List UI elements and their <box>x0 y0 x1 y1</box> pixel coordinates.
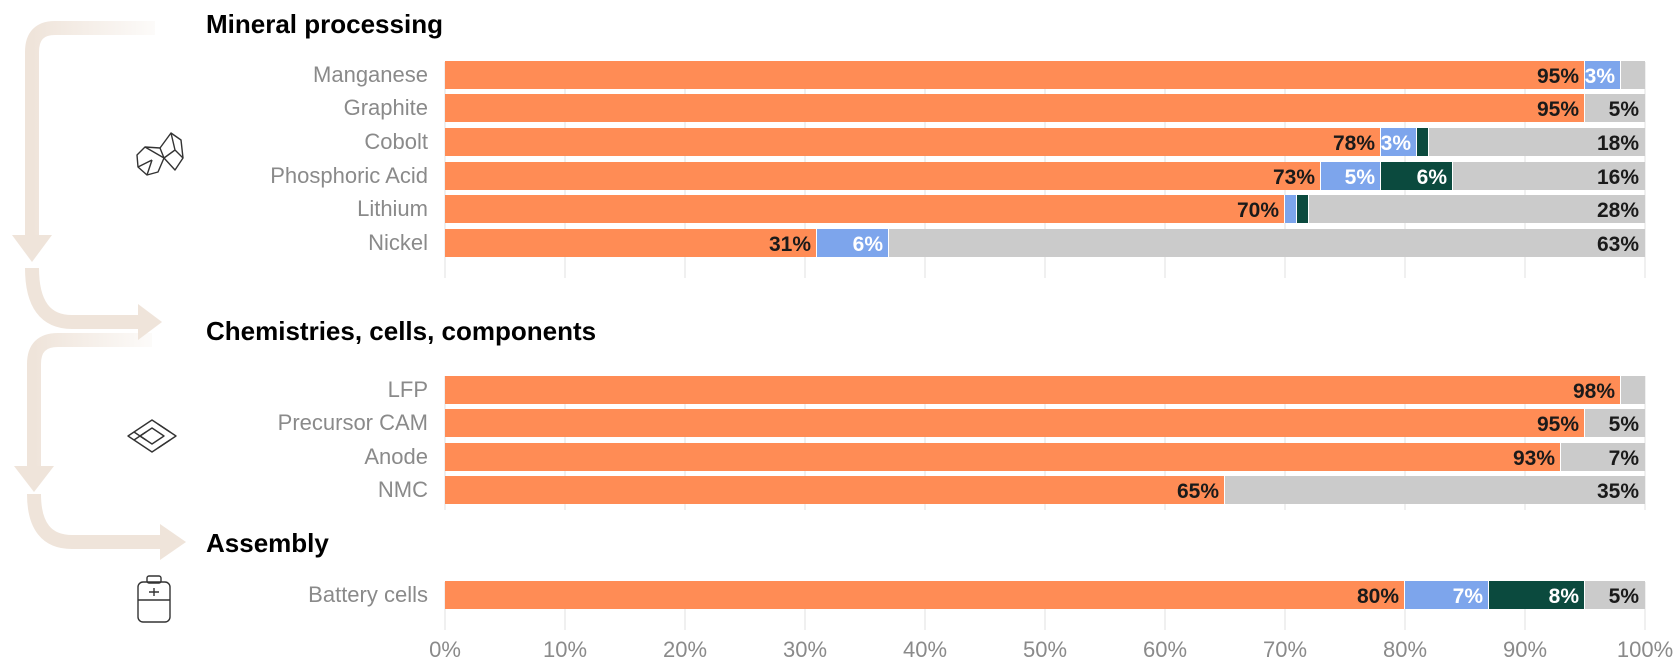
x-tick-label: 50% <box>1023 637 1067 662</box>
data-label: 5% <box>1609 585 1640 608</box>
bar-segment-lfp <box>445 376 1621 404</box>
bar-segment-cobolt <box>1381 128 1417 156</box>
x-tick-label: 0% <box>429 637 461 662</box>
data-label: 95% <box>1537 98 1579 121</box>
data-label: 18% <box>1597 132 1639 155</box>
x-tick-label: 60% <box>1143 637 1187 662</box>
data-label: 65% <box>1177 480 1219 503</box>
category-label: Anode <box>364 444 428 469</box>
bar-segment-nickel <box>889 229 1645 257</box>
bar-segment-lithium <box>445 195 1285 223</box>
bar-segment-phosphoric-acid <box>1453 162 1645 190</box>
category-label: Lithium <box>357 196 428 221</box>
data-label: 95% <box>1537 413 1579 436</box>
x-tick-label: 10% <box>543 637 587 662</box>
bar-segment-precursor-cam <box>445 409 1585 437</box>
bar-segment-nickel <box>817 229 889 257</box>
bar-segment-battery-cells <box>1405 581 1489 609</box>
category-label: Cobolt <box>364 129 428 154</box>
data-label: 6% <box>853 233 884 256</box>
flow-arrows <box>12 21 186 560</box>
bar-segment-manganese <box>1585 61 1621 89</box>
bar-segment-nickel <box>445 229 817 257</box>
section-title: Assembly <box>206 528 329 558</box>
bar-segment-cobolt <box>1417 128 1429 156</box>
category-label: Nickel <box>368 230 428 255</box>
bar-segment-nmc <box>1225 476 1645 504</box>
data-label: 5% <box>1609 413 1640 436</box>
bar-segment-manganese <box>445 61 1585 89</box>
data-label: 16% <box>1597 166 1639 189</box>
data-label: 73% <box>1273 166 1315 189</box>
bar-segment-cobolt <box>445 128 1381 156</box>
bar-segment-lithium <box>1297 195 1309 223</box>
x-tick-label: 90% <box>1503 637 1547 662</box>
data-label: 8% <box>1549 585 1580 608</box>
bar-segment-precursor-cam <box>1585 409 1645 437</box>
data-label: 31% <box>769 233 811 256</box>
bar-segment-battery-cells <box>1585 581 1645 609</box>
x-tick-label: 100% <box>1617 637 1673 662</box>
data-label: 3% <box>1381 132 1412 155</box>
bar-segment-phosphoric-acid <box>1381 162 1453 190</box>
x-tick-label: 70% <box>1263 637 1307 662</box>
bar-segment-phosphoric-acid <box>1321 162 1381 190</box>
data-label: 70% <box>1237 199 1279 222</box>
bar-segment-cobolt <box>1429 128 1645 156</box>
bar-segment-anode <box>1561 443 1645 471</box>
mineral-rock-icon <box>136 132 184 176</box>
data-label: 3% <box>1585 65 1616 88</box>
bar-segment-battery-cells <box>1489 581 1585 609</box>
x-tick-label: 30% <box>783 637 827 662</box>
data-label: 5% <box>1345 166 1376 189</box>
x-tick-label: 20% <box>663 637 707 662</box>
data-label: 95% <box>1537 65 1579 88</box>
plot-area: Mineral processing Manganese 95% 3% Graphite… <box>206 9 1673 662</box>
bar-segment-graphite <box>445 94 1585 122</box>
category-label: LFP <box>388 377 428 402</box>
category-label: Manganese <box>313 62 428 87</box>
data-label: 6% <box>1417 166 1448 189</box>
data-label: 5% <box>1609 98 1640 121</box>
data-label: 35% <box>1597 480 1639 503</box>
x-tick-label: 80% <box>1383 637 1427 662</box>
data-label: 63% <box>1597 233 1639 256</box>
data-label: 78% <box>1333 132 1375 155</box>
data-label: 7% <box>1609 447 1640 470</box>
bar-segment-lithium <box>1309 195 1645 223</box>
bar-segment-anode <box>445 443 1561 471</box>
data-label: 98% <box>1573 380 1615 403</box>
category-label: Phosphoric Acid <box>270 163 428 188</box>
bar-segment-graphite <box>1585 94 1645 122</box>
bar-segment-lfp <box>1621 376 1645 404</box>
x-tick-label: 40% <box>903 637 947 662</box>
bar-segment-nmc <box>445 476 1225 504</box>
bar-segment-battery-cells <box>445 581 1405 609</box>
data-label: 80% <box>1357 585 1399 608</box>
category-label: Graphite <box>344 95 428 120</box>
category-label: NMC <box>378 477 428 502</box>
data-label: 28% <box>1597 199 1639 222</box>
chip-icon <box>127 419 177 453</box>
category-label: Precursor CAM <box>278 410 428 435</box>
data-label: 93% <box>1513 447 1555 470</box>
data-label: 7% <box>1453 585 1484 608</box>
section-title: Mineral processing <box>206 9 443 39</box>
section-title: Chemistries, cells, components <box>206 316 596 346</box>
bar-segment-phosphoric-acid <box>445 162 1321 190</box>
battery-icon <box>137 575 171 623</box>
bar-segment-lithium <box>1285 195 1297 223</box>
bar-segment-manganese <box>1621 61 1645 89</box>
category-label: Battery cells <box>308 582 428 607</box>
